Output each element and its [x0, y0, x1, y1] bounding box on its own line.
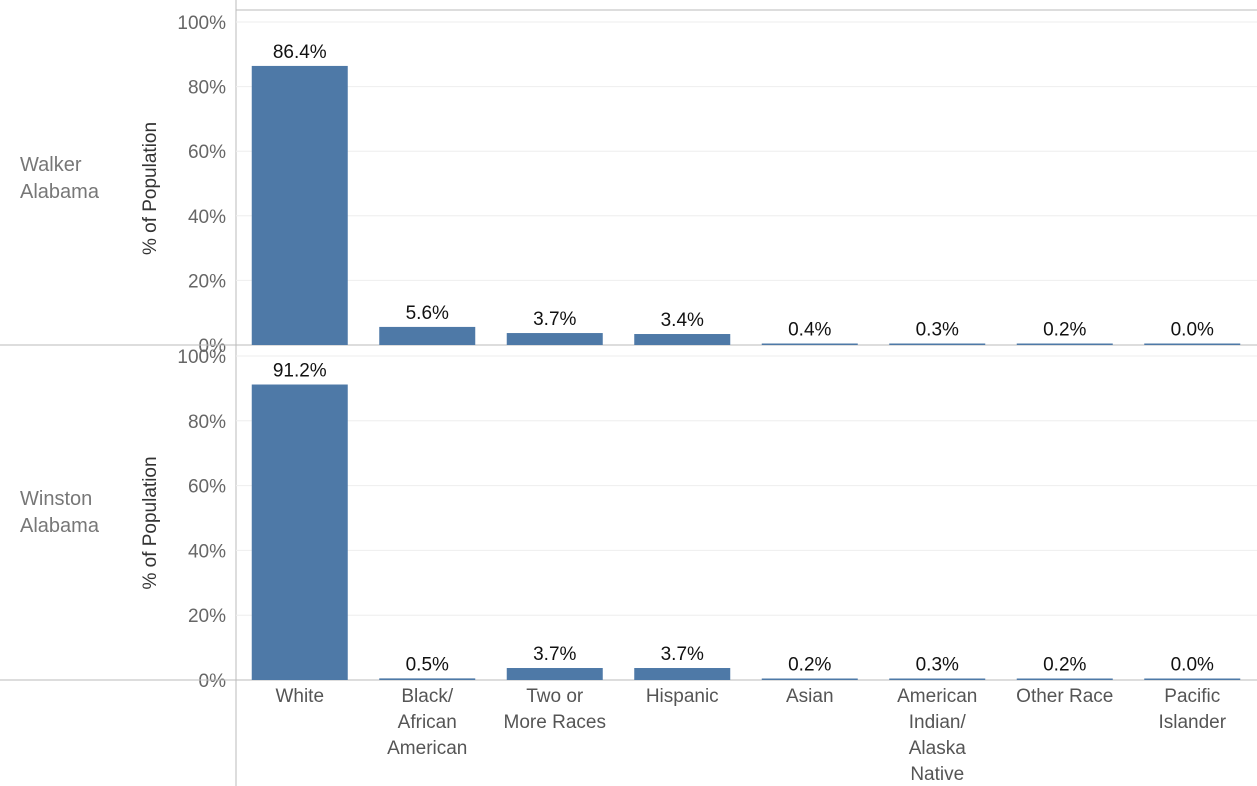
x-tick-label: Islander [1158, 712, 1226, 733]
data-label: 91.2% [273, 361, 327, 382]
bar [1016, 678, 1113, 680]
bar [506, 668, 603, 680]
bar [761, 343, 858, 345]
bar [1144, 678, 1241, 680]
bar [379, 326, 476, 345]
x-tick-label: Black/ [401, 686, 453, 707]
y-tick-label: 0% [199, 671, 227, 692]
x-tick-label: Asian [786, 686, 834, 707]
y-tick-label: 60% [188, 142, 226, 163]
data-label: 3.4% [661, 310, 704, 331]
bar [251, 384, 348, 680]
x-tick-label: More Races [504, 712, 606, 733]
x-tick-label: Two or [526, 686, 584, 707]
y-tick-label: 80% [188, 412, 226, 433]
row-label: Winston [20, 488, 92, 510]
y-tick-label: 20% [188, 606, 226, 627]
x-tick-label: African [398, 712, 457, 733]
row-label: Alabama [20, 515, 100, 537]
y-axis-label: % of Population [140, 122, 161, 255]
y-tick-label: 0% [199, 336, 227, 357]
data-label: 0.5% [406, 654, 449, 675]
data-label: 0.2% [788, 655, 831, 676]
data-label: 0.0% [1171, 320, 1214, 341]
data-label: 86.4% [273, 42, 327, 63]
y-tick-label: 100% [177, 13, 226, 34]
x-tick-label: American [897, 686, 977, 707]
y-tick-label: 40% [188, 541, 226, 562]
row-label: Walker [20, 154, 82, 176]
bar [1144, 343, 1241, 345]
y-tick-label: 20% [188, 271, 226, 292]
bar [506, 333, 603, 345]
x-tick-label: Other Race [1016, 686, 1113, 707]
y-tick-label: 80% [188, 78, 226, 99]
bar [889, 343, 986, 345]
data-label: 0.0% [1171, 655, 1214, 676]
bar [1016, 343, 1113, 345]
data-label: 0.3% [916, 320, 959, 341]
x-tick-label: Hispanic [646, 686, 719, 707]
x-tick-label: White [275, 686, 324, 707]
x-tick-label: American [387, 738, 467, 759]
y-axis-label: % of Population [140, 456, 161, 589]
y-tick-label: 40% [188, 207, 226, 228]
data-label: 0.4% [788, 320, 831, 341]
bar [634, 668, 731, 680]
x-tick-label: Alaska [909, 738, 966, 759]
data-label: 5.6% [406, 303, 449, 324]
x-tick-label: Native [910, 764, 964, 785]
data-label: 0.3% [916, 655, 959, 676]
data-label: 0.2% [1043, 320, 1086, 341]
bar [251, 65, 348, 345]
x-tick-label: Indian/ [909, 712, 967, 733]
y-tick-label: 60% [188, 477, 226, 498]
bar [761, 678, 858, 680]
y-tick-label: 100% [177, 347, 226, 368]
data-label: 3.7% [533, 644, 576, 665]
data-label: 3.7% [661, 644, 704, 665]
bar [889, 678, 986, 680]
data-label: 3.7% [533, 309, 576, 330]
bar [379, 678, 476, 680]
bar [634, 334, 731, 345]
data-label: 0.2% [1043, 655, 1086, 676]
row-label: Alabama [20, 181, 100, 203]
x-tick-label: Pacific [1164, 686, 1220, 707]
